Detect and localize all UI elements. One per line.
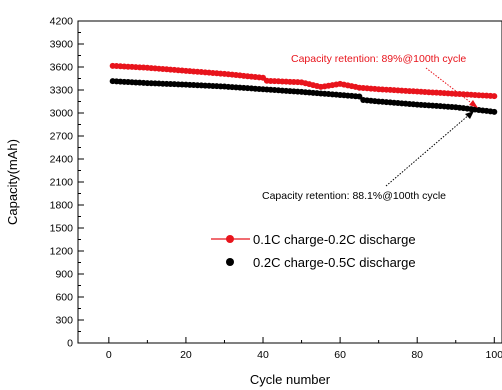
y-tick-label: 3900 [50, 39, 74, 51]
y-tick-label: 3000 [50, 108, 74, 120]
y-tick-label: 1200 [50, 246, 74, 258]
y-tick-label: 600 [55, 292, 73, 304]
y-tick-label: 900 [55, 269, 73, 281]
y-tick-label: 2100 [50, 177, 74, 189]
annotation-black-arrow [385, 113, 471, 187]
annotation-black-text: Capacity retention: 88.1%@100th cycle [262, 190, 446, 202]
y-tick-label: 3600 [50, 62, 74, 74]
legend-label-black: 0.2C charge-0.5C discharge [253, 255, 416, 270]
y-tick-label: 0 [67, 338, 73, 350]
y-tick-label: 1800 [50, 200, 74, 212]
y-tick-labels: 0 300 600 900 1200 1500 1800 2100 2400 2700 3000 33… [50, 16, 74, 350]
x-tick-label: 0 [106, 349, 112, 361]
annotation-red: Capacity retention: 89%@100th cycle [291, 53, 478, 108]
axis-ticks [78, 20, 495, 344]
x-tick-label: 40 [257, 349, 269, 361]
y-tick-label: 1500 [50, 223, 74, 235]
y-tick-label: 4200 [50, 16, 74, 28]
x-axis-title: Cycle number [250, 372, 331, 387]
y-tick-label: 2700 [50, 131, 74, 143]
legend-swatch-red [226, 235, 234, 243]
series-1 [109, 78, 498, 115]
series-0 [109, 62, 498, 100]
x-tick-label: 60 [334, 349, 346, 361]
data-point [491, 93, 498, 100]
annotation-black-arrowhead [465, 111, 474, 119]
legend-swatch-black [226, 258, 234, 266]
y-tick-label: 2400 [50, 154, 74, 166]
x-tick-labels: 0 20 40 60 80 100 [106, 349, 502, 361]
y-tick-label: 300 [55, 315, 73, 327]
legend-label-red: 0.1C charge-0.2C discharge [253, 232, 416, 247]
y-axis-title: Capacity(mAh) [5, 139, 20, 225]
series-layer [109, 62, 498, 115]
annotation-red-arrow [425, 67, 475, 106]
legend: 0.1C charge-0.2C discharge 0.2C charge-0… [211, 232, 416, 270]
x-tick-label: 80 [411, 349, 423, 361]
x-tick-label: 100 [486, 349, 502, 361]
annotation-red-text: Capacity retention: 89%@100th cycle [291, 53, 466, 65]
x-tick-label: 20 [180, 349, 192, 361]
data-point [491, 108, 498, 115]
y-tick-label: 3300 [50, 85, 74, 97]
annotation-black: Capacity retention: 88.1%@100th cycle [262, 111, 474, 202]
data-point [356, 93, 363, 100]
annotation-red-arrowhead [469, 100, 478, 108]
